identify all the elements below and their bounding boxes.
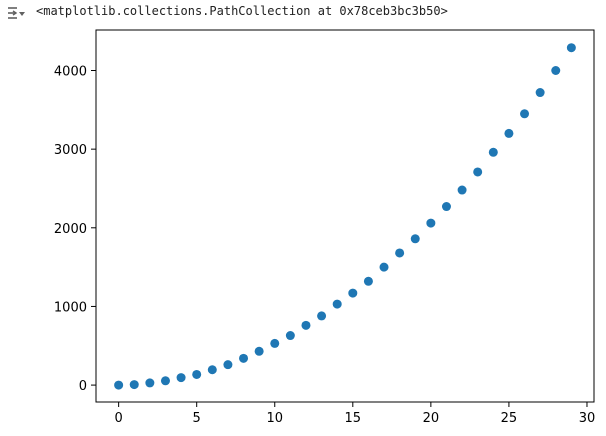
scatter-point <box>145 378 155 388</box>
scatter-point <box>270 338 280 348</box>
y-tick-label: 4000 <box>54 65 87 80</box>
scatter-point <box>317 311 327 321</box>
scatter-point <box>239 353 249 363</box>
scatter-point <box>348 288 358 298</box>
scatter-point <box>473 167 483 177</box>
scatter-point <box>363 276 373 286</box>
data-points <box>114 43 576 390</box>
collapse-output-button[interactable] <box>6 3 28 23</box>
x-tick-label: 25 <box>501 411 518 426</box>
axes-frame <box>95 29 595 403</box>
scatter-point <box>160 376 170 386</box>
x-axis-ticks: 0 5 10 15 20 25 30 <box>114 402 595 426</box>
scatter-point <box>332 299 342 309</box>
scatter-point <box>441 202 451 212</box>
scatter-point <box>114 380 124 390</box>
scatter-point <box>192 369 202 379</box>
x-tick-label: 0 <box>114 411 122 426</box>
scatter-point <box>395 248 405 258</box>
y-tick-label: 0 <box>79 379 87 394</box>
x-tick-label: 20 <box>423 411 440 426</box>
x-tick-label: 5 <box>193 411 201 426</box>
y-tick-label: 2000 <box>54 222 87 237</box>
scatter-point <box>520 109 530 119</box>
scatter-point <box>223 360 233 370</box>
scatter-point <box>457 185 467 195</box>
scatter-point <box>129 380 139 390</box>
scatter-point <box>301 320 311 330</box>
scatter-point <box>254 346 264 356</box>
scatter-point <box>566 43 576 53</box>
scatter-point <box>535 88 545 98</box>
collapse-output-icon <box>8 7 25 19</box>
x-tick-label: 15 <box>345 411 362 426</box>
y-axis-ticks: 0 1000 2000 3000 4000 <box>54 65 96 394</box>
scatter-point <box>488 147 498 157</box>
scatter-point <box>176 373 186 383</box>
y-tick-label: 3000 <box>54 143 87 158</box>
cell-output-repr: <matplotlib.collections.PathCollection a… <box>36 4 448 18</box>
scatter-point <box>551 66 561 76</box>
x-tick-label: 10 <box>266 411 283 426</box>
scatter-point <box>410 234 420 244</box>
scatter-point <box>379 262 389 272</box>
x-tick-label: 30 <box>579 411 596 426</box>
y-tick-label: 1000 <box>54 300 87 315</box>
scatter-point <box>504 128 514 138</box>
scatter-point <box>426 218 436 228</box>
scatter-point <box>285 331 295 341</box>
scatter-point <box>207 365 217 375</box>
